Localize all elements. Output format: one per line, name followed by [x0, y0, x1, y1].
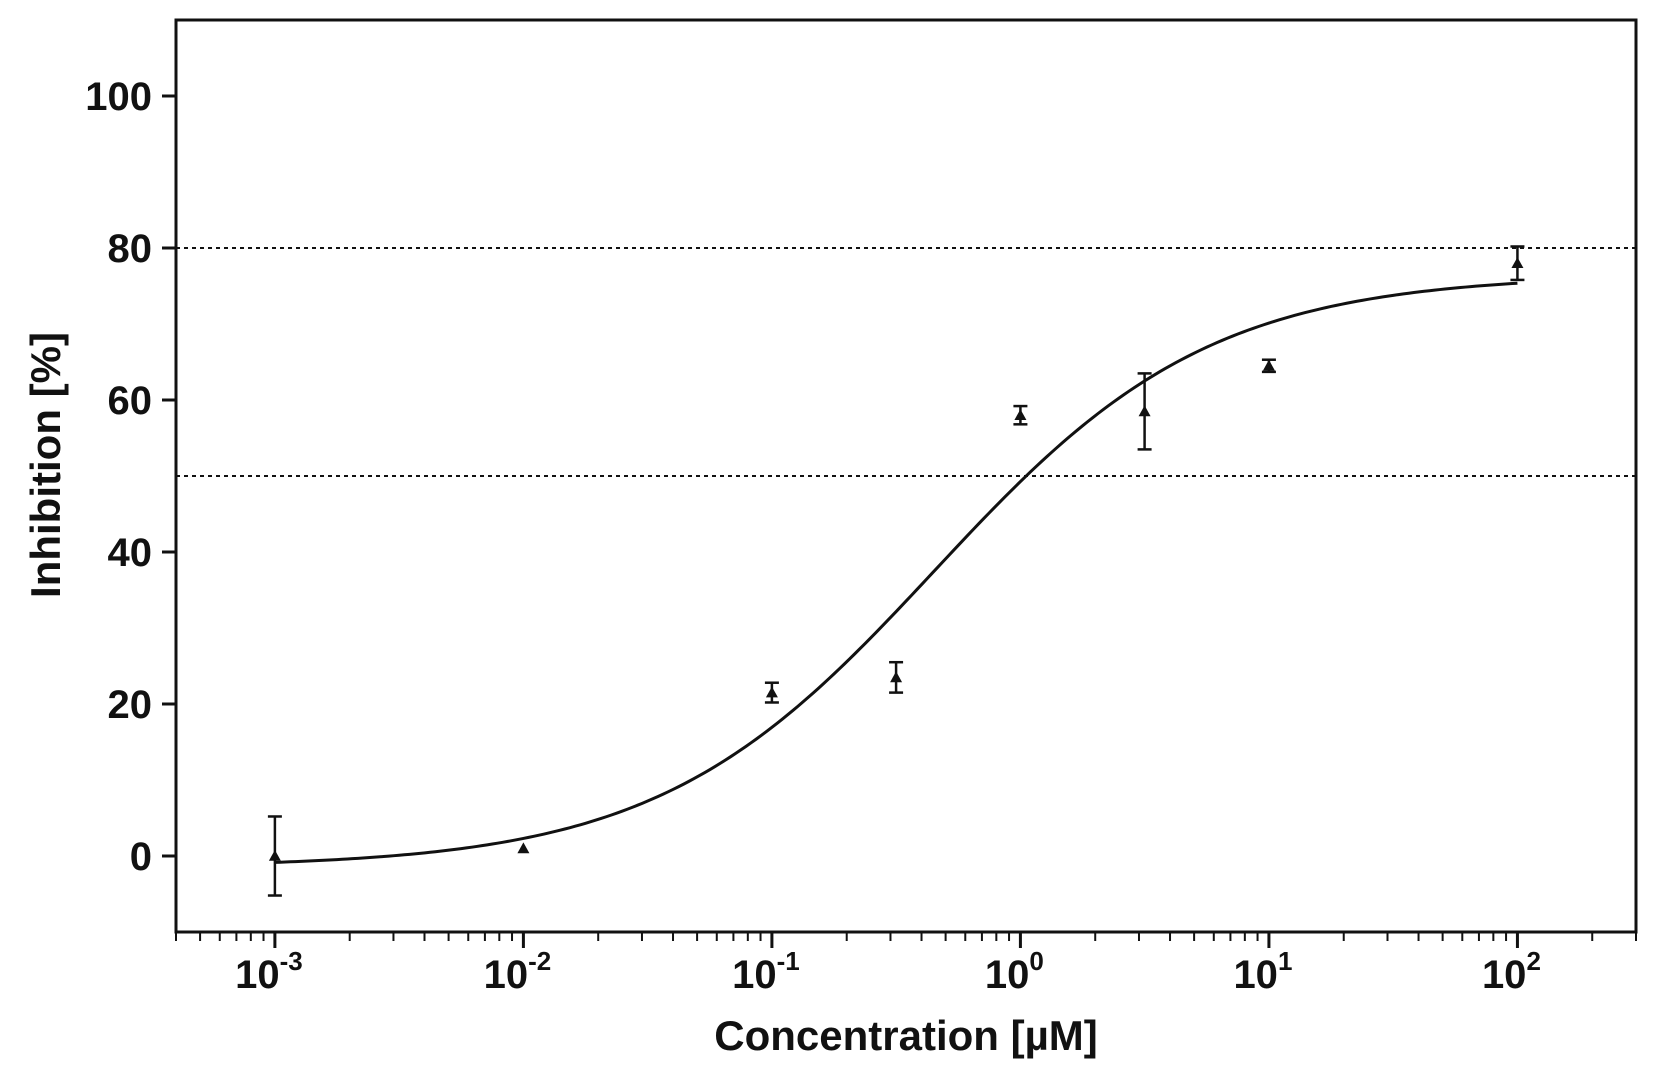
- y-tick-label: 0: [130, 835, 152, 879]
- x-axis-title: Concentration [µM]: [714, 1012, 1098, 1059]
- triangle-marker: [1511, 257, 1524, 268]
- y-tick-label: 60: [108, 379, 153, 423]
- x-tick-label: 101: [1233, 946, 1292, 997]
- x-tick-label: 102: [1482, 946, 1541, 997]
- data-point: [889, 660, 904, 694]
- y-tick-label: 100: [85, 75, 152, 119]
- triangle-marker: [1014, 409, 1027, 420]
- triangle-marker: [765, 686, 778, 698]
- triangle-marker: [268, 850, 281, 861]
- y-tick-label: 40: [108, 531, 153, 575]
- data-point: [1013, 404, 1028, 426]
- data-point: [1261, 358, 1276, 374]
- x-axis: 10-3 10-2 10-1 100 101 102: [175, 932, 1637, 997]
- triangle-marker: [1138, 405, 1151, 417]
- x-tick-label: 10-2: [484, 946, 552, 997]
- y-tick-label: 80: [108, 227, 153, 271]
- data-point: [1137, 372, 1152, 451]
- data-point: [517, 842, 530, 854]
- x-tick-label: 10-1: [732, 946, 800, 997]
- data-point: [267, 815, 282, 897]
- reference-lines: [176, 247, 1636, 477]
- y-tick-label: 20: [108, 683, 153, 727]
- x-tick-label: 10-3: [235, 946, 303, 997]
- y-axis-title: Inhibition [%]: [22, 332, 69, 598]
- data-point: [1510, 245, 1525, 282]
- y-axis: 0 20 40 60 80 100: [85, 75, 176, 879]
- triangle-marker: [890, 671, 903, 683]
- data-point: [764, 681, 779, 704]
- x-tick-label: 100: [985, 946, 1044, 997]
- triangle-marker: [1262, 359, 1275, 371]
- fit-curve-layer: [274, 281, 1518, 864]
- data-points-layer: [267, 245, 1525, 897]
- triangle-marker: [517, 842, 530, 854]
- fit-curve: [274, 281, 1518, 864]
